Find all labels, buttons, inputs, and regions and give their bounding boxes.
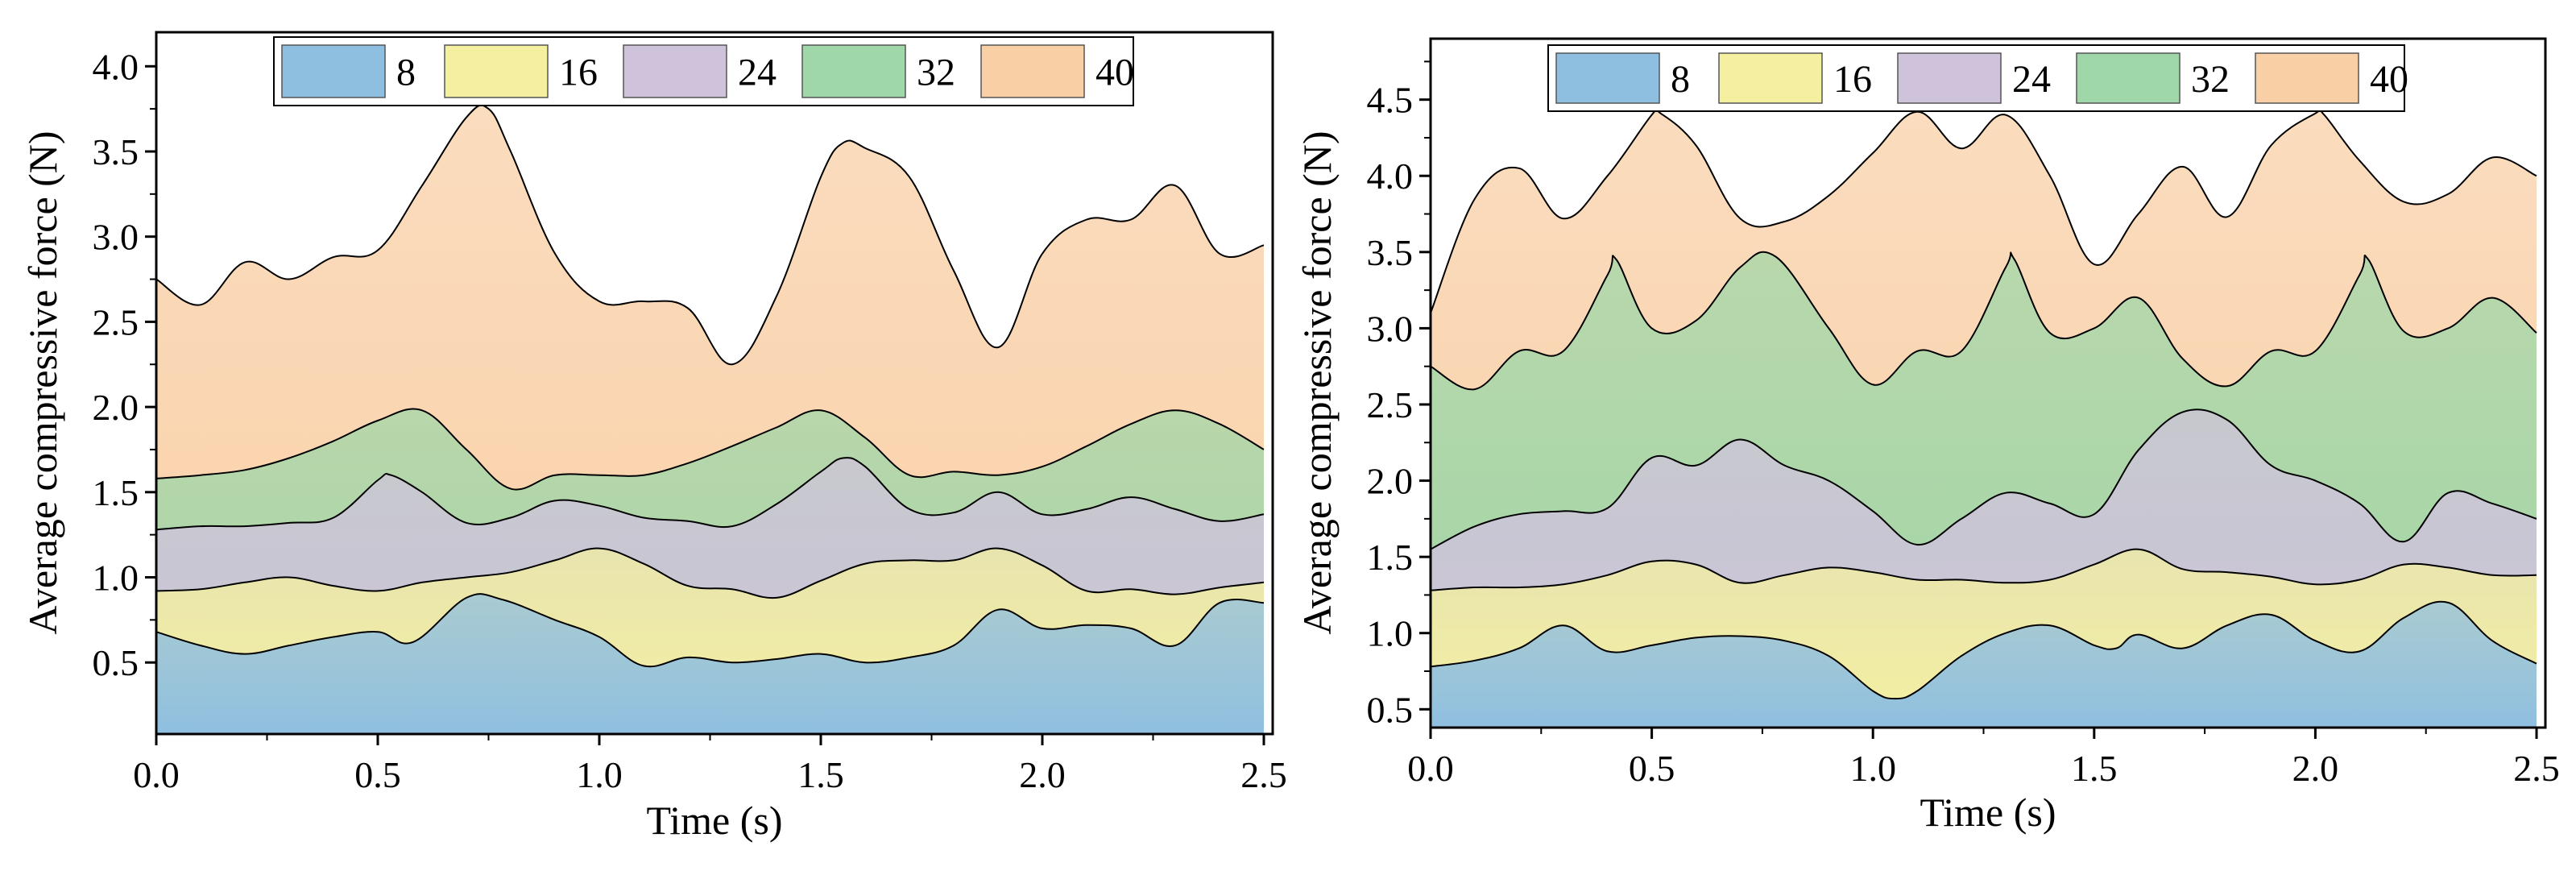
right-chart-line-16 <box>1430 548 2537 591</box>
left-chart-legend-label-24: 24 <box>738 52 777 94</box>
right-chart-y-tick-label: 4.0 <box>1367 156 1414 197</box>
right-chart-legend-swatch-32 <box>2076 52 2180 104</box>
left-chart-y-tick-label: 2.5 <box>93 301 139 342</box>
left-chart-x-tick-label: 1.5 <box>797 754 844 795</box>
right-chart-legend-swatch-24 <box>1897 52 2002 104</box>
right-chart-line-32 <box>1430 251 2537 391</box>
left-chart-area-8 <box>156 594 1264 734</box>
left-chart-legend-label-8: 8 <box>396 52 416 94</box>
right-chart-legend-label-24: 24 <box>2012 58 2051 101</box>
right-chart-legend-swatch-8 <box>1555 52 1660 104</box>
right-chart-x-tick-label: 2.0 <box>2292 748 2339 789</box>
left-chart-legend-label-32: 32 <box>917 52 955 94</box>
right-chart-y-tick-label: 3.0 <box>1367 308 1414 349</box>
right-chart-legend-swatch-40 <box>2255 52 2359 104</box>
left-chart-x-tick-label: 1.0 <box>576 754 623 795</box>
left-chart-x-tick-label: 0.5 <box>354 754 401 795</box>
right-chart-x-axis-label: Time (s) <box>1920 790 2056 835</box>
left-chart-legend-swatch-8 <box>281 44 386 98</box>
left-chart-areas <box>155 104 1265 735</box>
right-chart-area-8 <box>1431 601 2537 728</box>
left-chart-legend-swatch-32 <box>801 44 906 98</box>
right-chart-legend-label-8: 8 <box>1671 58 1690 101</box>
left-chart-x-tick-label: 2.5 <box>1240 754 1287 795</box>
right-chart-y-tick-label: 4.5 <box>1367 80 1414 121</box>
right-chart-ticks: 0.0 0.5 1.0 1.5 2.0 2.5 0.5 1.0 1.5 2.0 2.5 3.0 3.5 4… <box>1367 60 2560 789</box>
right-chart: 0.0 0.5 1.0 1.5 2.0 2.5 0.5 1.0 1.5 2.0 2.5 3.0 3.5 4… <box>1294 37 2560 835</box>
left-chart-axes-frame <box>155 31 1274 736</box>
right-chart-x-tick-label: 0.0 <box>1407 748 1454 789</box>
left-chart-y-tick-label: 0.5 <box>93 642 139 683</box>
left-chart-line-32 <box>155 408 1265 491</box>
left-chart: 0.0 0.5 1.0 1.5 2.0 2.5 0.5 1.0 1.5 2.0 2.5 3.0 3.5 4… <box>20 31 1287 843</box>
left-chart-y-tick-label: 2.0 <box>93 387 139 428</box>
left-chart-line-40 <box>155 104 1265 366</box>
left-chart-x-tick-label: 2.0 <box>1019 754 1066 795</box>
right-chart-y-tick-label: 1.0 <box>1367 613 1414 654</box>
right-chart-axes-frame <box>1429 37 2547 729</box>
left-chart-legend-swatch-24 <box>623 44 727 98</box>
right-chart-line-8 <box>1430 600 2537 700</box>
right-chart-y-tick-label: 2.0 <box>1367 461 1414 502</box>
right-chart-legend-label-40: 40 <box>2370 58 2408 101</box>
left-chart-y-axis-label: Average compressive force (N) <box>20 131 65 634</box>
right-chart-line-40 <box>1430 106 2537 313</box>
right-chart-y-axis-label: Average compressive force (N) <box>1294 131 1340 634</box>
left-chart-y-tick-label: 3.5 <box>93 131 139 172</box>
left-chart-legend-swatch-16 <box>444 44 549 98</box>
left-chart-legend: 8 16 24 32 40 <box>273 36 1134 106</box>
left-chart-y-tick-label: 1.0 <box>93 558 139 599</box>
left-chart-line-24 <box>155 457 1265 531</box>
right-chart-legend-label-32: 32 <box>2191 58 2230 101</box>
left-chart-ticks: 0.0 0.5 1.0 1.5 2.0 2.5 0.5 1.0 1.5 2.0 2.5 3.0 3.5 4… <box>93 46 1287 795</box>
right-chart-y-tick-label: 0.5 <box>1367 689 1414 730</box>
right-chart-x-tick-label: 1.0 <box>1849 748 1896 789</box>
left-chart-y-tick-label: 3.0 <box>93 217 139 258</box>
left-chart-legend-label-40: 40 <box>1095 52 1134 94</box>
right-chart-x-tick-label: 1.5 <box>2071 748 2118 789</box>
left-chart-y-tick-label: 1.5 <box>93 472 139 513</box>
right-chart-legend-label-16: 16 <box>1833 58 1872 101</box>
right-chart-x-tick-label: 2.5 <box>2513 748 2560 789</box>
left-chart-x-tick-label: 0.0 <box>133 754 180 795</box>
right-chart-y-tick-label: 3.5 <box>1367 232 1414 273</box>
left-chart-line-8 <box>155 593 1265 668</box>
right-chart-legend-swatch-16 <box>1718 52 1823 104</box>
right-chart-y-tick-label: 1.5 <box>1367 537 1414 578</box>
left-chart-legend-label-16: 16 <box>559 52 598 94</box>
left-chart-y-tick-label: 4.0 <box>93 46 139 87</box>
right-chart-x-tick-label: 0.5 <box>1629 748 1675 789</box>
right-chart-legend: 8 16 24 32 40 <box>1547 44 2408 112</box>
right-chart-line-24 <box>1430 409 2537 550</box>
left-chart-x-axis-label: Time (s) <box>646 798 782 843</box>
left-chart-line-16 <box>155 547 1265 599</box>
right-chart-y-tick-label: 2.5 <box>1367 384 1414 425</box>
left-chart-legend-swatch-40 <box>980 44 1085 98</box>
right-chart-areas <box>1430 106 2537 728</box>
